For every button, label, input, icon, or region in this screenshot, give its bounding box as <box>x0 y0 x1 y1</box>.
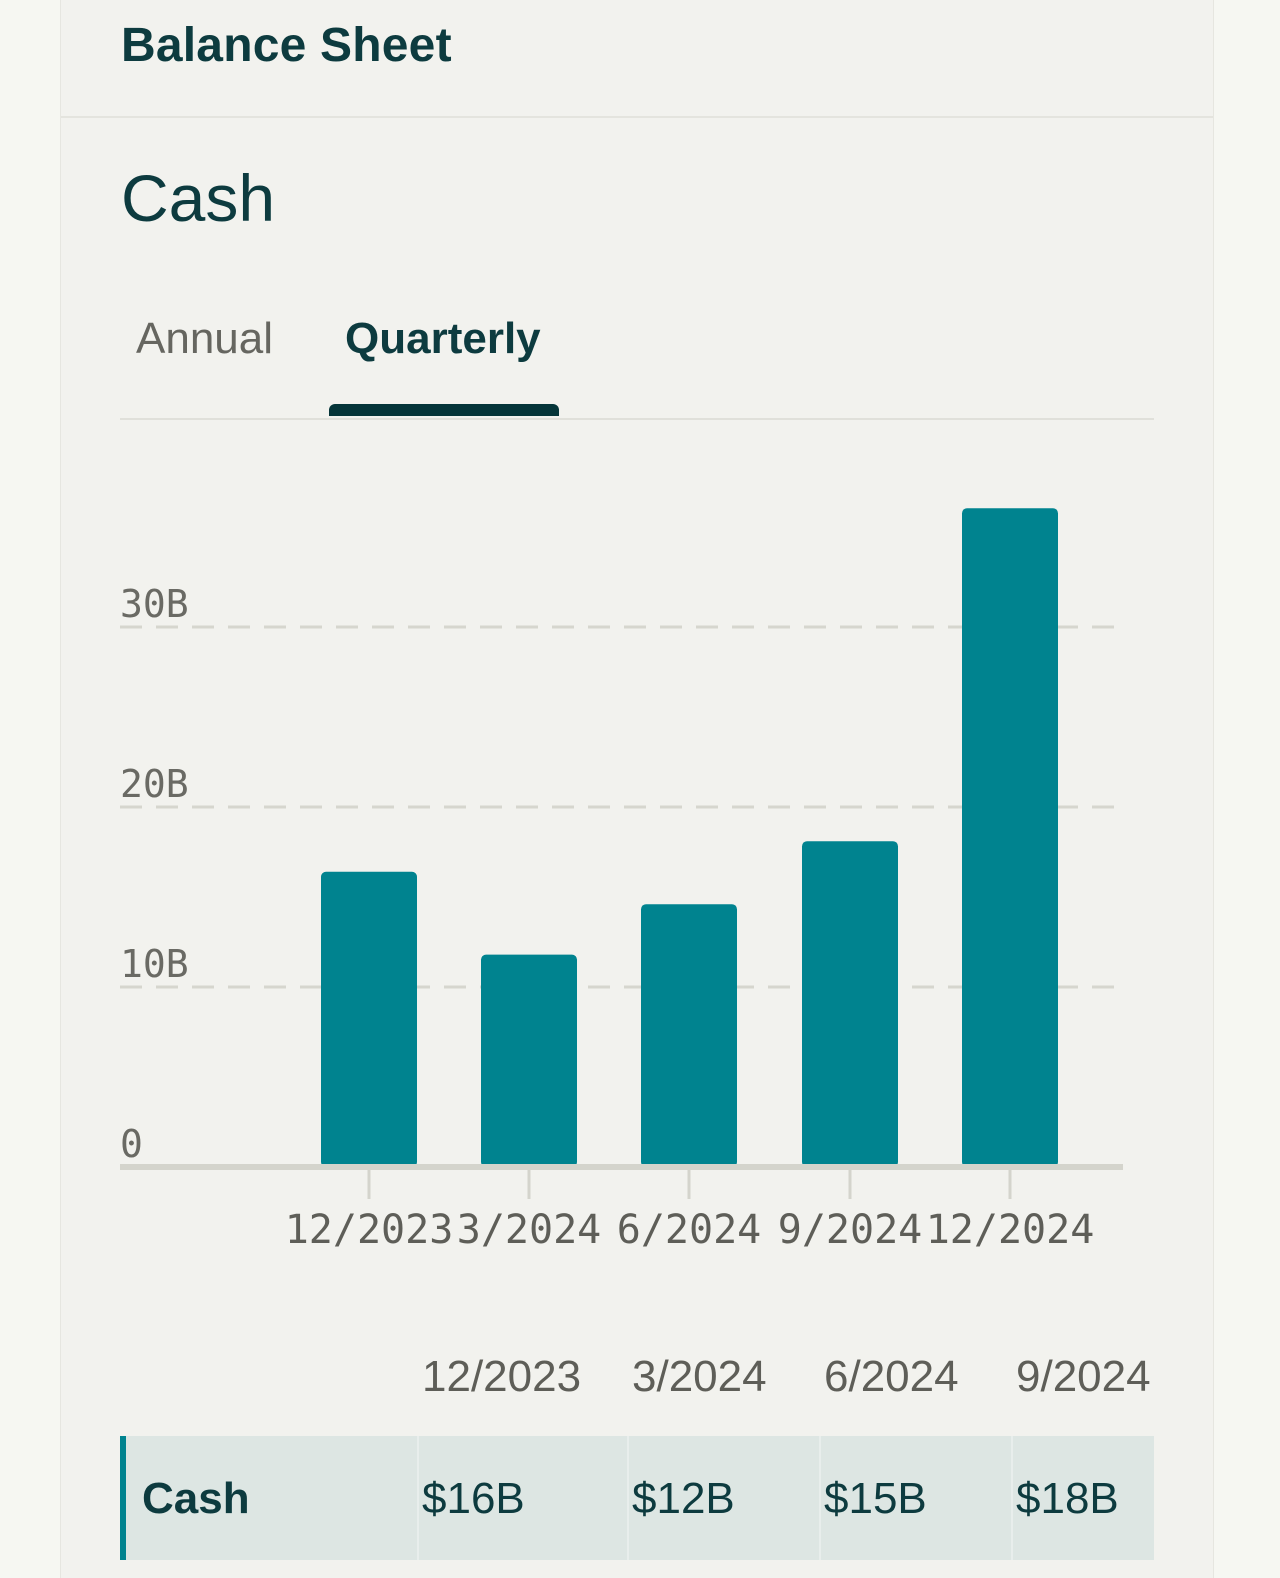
table-header-6-2024: 6/2024 <box>824 1352 959 1401</box>
x-tick-label: 12/2023 <box>285 1207 454 1253</box>
y-tick-label: 0 <box>120 1122 143 1166</box>
section-title: Cash <box>121 161 276 235</box>
bar-6-2024 <box>641 904 737 1167</box>
bar-12-2024 <box>962 508 1058 1167</box>
tab-quarterly[interactable]: Quarterly <box>345 314 541 363</box>
x-tick-label: 6/2024 <box>617 1207 762 1253</box>
tab-annual[interactable]: Annual <box>136 314 274 363</box>
card-header: Balance Sheet <box>61 0 1213 118</box>
x-tick-label: 3/2024 <box>457 1207 602 1253</box>
cash-bar-chart: 0 10B 20B 30B 12/2023 3/2024 6/2024 9/2024 12/20… <box>120 508 1123 1253</box>
bar-12-2023 <box>321 871 417 1167</box>
table-header-12-2023: 12/2023 <box>422 1352 582 1401</box>
table-header-9-2024: 9/2024 <box>1016 1352 1151 1401</box>
row-divider <box>819 1436 821 1560</box>
cell-cash-3-2024: $12B <box>632 1474 735 1523</box>
cell-cash-12-2023: $16B <box>422 1474 525 1523</box>
row-accent <box>120 1436 126 1560</box>
x-tick-label: 9/2024 <box>778 1207 923 1253</box>
table-row: Cash $16B $12B $15B $18B <box>120 1436 1154 1560</box>
row-divider <box>627 1436 629 1560</box>
y-tick-label: 20B <box>120 762 189 806</box>
cash-table: 12/2023 3/2024 6/2024 9/2024 Cash $16B $… <box>61 1340 1154 1578</box>
cell-cash-6-2024: $15B <box>824 1474 927 1523</box>
row-divider <box>417 1436 419 1560</box>
period-tabs: Annual Quarterly <box>120 290 1154 420</box>
x-tick-label: 12/2024 <box>926 1207 1095 1253</box>
table-header-3-2024: 3/2024 <box>632 1352 767 1401</box>
cell-cash-9-2024: $18B <box>1016 1474 1119 1523</box>
y-tick-label: 30B <box>120 582 189 626</box>
bar-9-2024 <box>802 841 898 1167</box>
row-divider <box>1011 1436 1013 1560</box>
balance-sheet-card: Balance Sheet Cash Annual Quarterly 0 10B… <box>60 0 1214 1578</box>
y-tick-label: 10B <box>120 942 189 986</box>
card-title: Balance Sheet <box>121 19 452 72</box>
bar-3-2024 <box>481 954 577 1167</box>
tab-selected-indicator <box>329 404 559 416</box>
row-label-cash: Cash <box>142 1474 250 1523</box>
